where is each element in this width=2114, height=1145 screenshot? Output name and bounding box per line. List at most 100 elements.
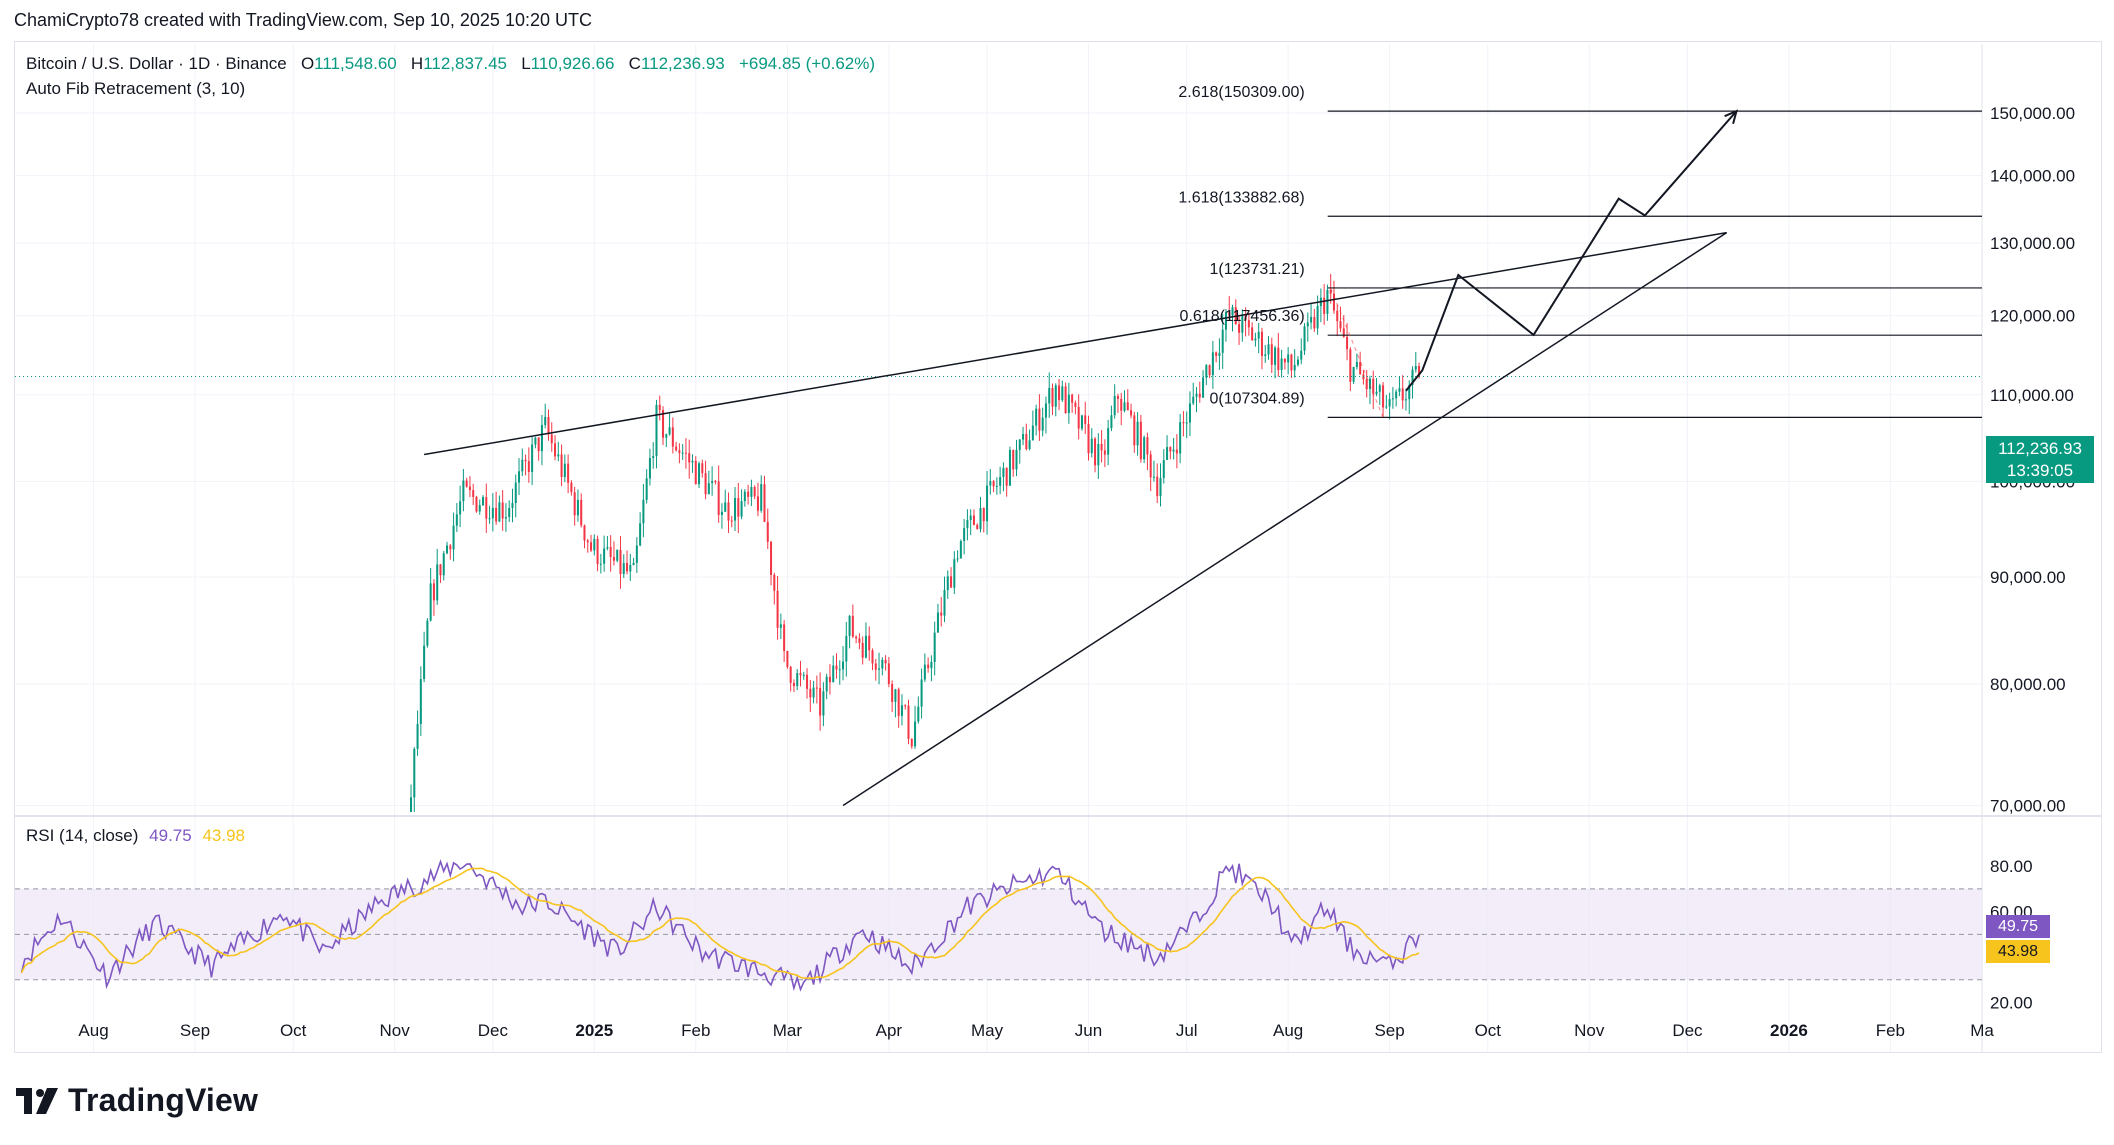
- candle-body: [622, 563, 625, 575]
- candle-body: [809, 688, 812, 698]
- time-axis-label: Aug: [78, 1021, 108, 1040]
- rsi-legend[interactable]: RSI (14, close) 49.75 43.98: [26, 826, 245, 846]
- fib-indicator-legend[interactable]: Auto Fib Retracement (3, 10): [26, 79, 246, 98]
- candle-body: [1018, 439, 1021, 450]
- candle-body: [789, 666, 792, 683]
- candle-body: [891, 683, 894, 702]
- candle-body: [940, 612, 943, 616]
- candle-body: [943, 590, 946, 616]
- candle-body: [1293, 364, 1296, 371]
- candle-body: [740, 501, 743, 517]
- candle-body: [1130, 410, 1133, 416]
- time-axis-label: Sep: [1374, 1021, 1404, 1040]
- candle-body: [468, 486, 471, 491]
- fib-level-label: 0(107304.89): [1210, 390, 1305, 407]
- candle-body: [1179, 422, 1182, 454]
- candle-body: [472, 490, 475, 497]
- candle-body: [1031, 425, 1034, 441]
- candle-body: [1382, 385, 1385, 408]
- fib-trend-line: [1330, 287, 1384, 418]
- candle-body: [1395, 391, 1398, 399]
- candle-body: [815, 687, 818, 689]
- symbol-name[interactable]: Bitcoin / U.S. Dollar · 1D · Binance: [26, 54, 287, 73]
- candle-body: [783, 624, 786, 651]
- candle-body: [1182, 422, 1185, 424]
- candle-body: [1339, 321, 1342, 329]
- candle-body: [1185, 422, 1188, 424]
- candle-body: [1385, 406, 1388, 408]
- chart-attribution: ChamiCrypto78 created with TradingView.c…: [14, 10, 592, 30]
- candle-body: [1071, 394, 1074, 403]
- candle-body: [930, 661, 933, 669]
- candle-body: [779, 624, 782, 628]
- time-axis-label: Dec: [1672, 1021, 1703, 1040]
- candle-body: [612, 557, 615, 561]
- candle-body: [894, 689, 897, 702]
- candle-body: [629, 564, 632, 572]
- candle-body: [632, 562, 635, 565]
- candle-body: [923, 664, 926, 680]
- candle-body: [1149, 454, 1152, 478]
- candle-body: [1094, 438, 1097, 466]
- candle-body: [1411, 369, 1414, 386]
- candle-body: [966, 520, 969, 529]
- candle-body: [904, 705, 907, 707]
- candle-body: [429, 583, 432, 621]
- open-value: 111,548.60: [314, 54, 397, 73]
- candle-body: [1100, 443, 1103, 451]
- candle-body: [917, 706, 920, 722]
- candle-body: [1012, 450, 1015, 470]
- candle-body: [878, 668, 881, 670]
- candle-body: [1041, 417, 1044, 431]
- candle-body: [946, 576, 949, 591]
- candle-body: [1022, 434, 1025, 440]
- candle-body: [691, 460, 694, 463]
- candle-body: [501, 502, 504, 519]
- candle-body: [1375, 391, 1378, 394]
- candle-body: [1251, 327, 1254, 341]
- change-value: +694.85 (+0.62%): [738, 54, 876, 73]
- candle-body: [547, 416, 550, 435]
- candle-body: [410, 797, 413, 812]
- candle-body: [1267, 344, 1270, 355]
- candle-body: [851, 615, 854, 637]
- candle-body: [1310, 316, 1313, 323]
- candle-body: [491, 507, 494, 519]
- candle-body: [982, 508, 985, 522]
- candle-body: [753, 487, 756, 497]
- tradingview-logo[interactable]: TradingView: [16, 1082, 258, 1119]
- candle-body: [1195, 393, 1198, 397]
- candle-body: [671, 427, 674, 447]
- candle-body: [910, 738, 913, 747]
- candle-body: [1349, 349, 1352, 382]
- rsi-ma-tag: 43.98: [1986, 940, 2050, 963]
- candle-body: [1228, 312, 1231, 316]
- candle-body: [1090, 438, 1093, 454]
- candle-body: [596, 538, 599, 564]
- candle-body: [1404, 399, 1407, 401]
- candle-body: [1391, 398, 1394, 400]
- candle-body: [1260, 331, 1263, 356]
- candle-body: [727, 502, 730, 521]
- candle-body: [1008, 450, 1011, 486]
- rsi-label: RSI (14, close): [26, 826, 139, 845]
- time-axis-label: 2026: [1770, 1021, 1808, 1040]
- candle-body: [560, 454, 563, 477]
- time-axis-label: Feb: [1876, 1021, 1905, 1040]
- candle-body: [1077, 406, 1080, 429]
- candle-body: [619, 549, 622, 575]
- candle-body: [992, 481, 995, 487]
- candle-body: [900, 705, 903, 716]
- candle-body: [668, 427, 671, 435]
- time-axis-label: 2025: [575, 1021, 613, 1040]
- candle-body: [639, 523, 642, 546]
- candle-body: [1283, 358, 1286, 363]
- candle-body: [511, 503, 514, 508]
- candle-body: [1035, 408, 1038, 426]
- candle-body: [1025, 434, 1028, 450]
- fib-level-label: 1(123731.21): [1210, 261, 1305, 278]
- candle-body: [521, 459, 524, 472]
- candle-body: [1306, 322, 1309, 327]
- candle-body: [648, 458, 651, 479]
